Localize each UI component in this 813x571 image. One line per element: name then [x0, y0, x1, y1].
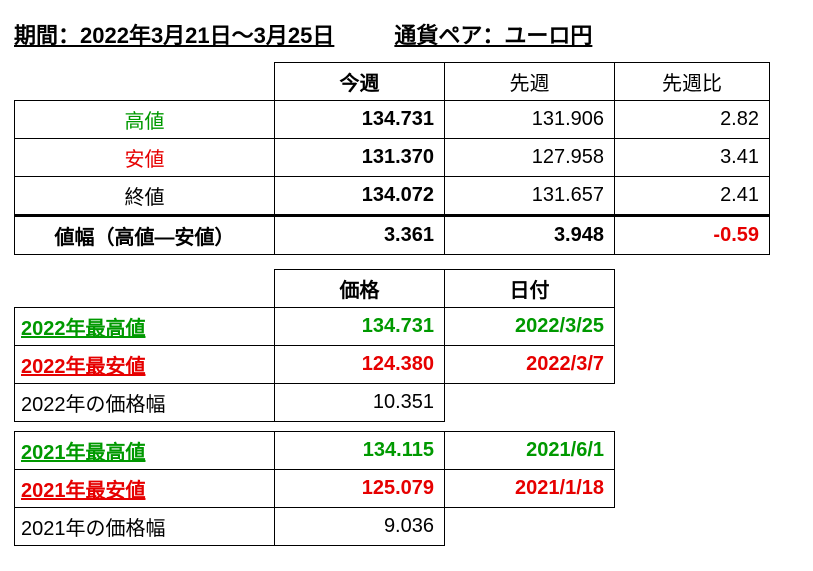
- period-label: 期間：2022年3月21日～3月25日: [14, 18, 334, 50]
- range-lastweek: 3.948: [445, 216, 615, 255]
- high-thisweek: 134.731: [275, 101, 445, 139]
- date-2021-low: 2021/1/18: [445, 470, 615, 508]
- row-low: 安値 131.370 127.958 3.41: [15, 139, 770, 177]
- label-range: 値幅（高値―安値）: [15, 216, 275, 255]
- price-2021-low: 125.079: [275, 470, 445, 508]
- label-2022-high: 2022年最高値: [15, 308, 275, 346]
- date-2022-high: 2022/3/25: [445, 308, 615, 346]
- price-2022-range: 10.351: [275, 384, 445, 422]
- date-2022-low: 2022/3/7: [445, 346, 615, 384]
- row-2022-low: 2022年最安値 124.380 2022/3/7: [15, 346, 615, 384]
- label-2022-low: 2022年最安値: [15, 346, 275, 384]
- label-low: 安値: [15, 139, 275, 177]
- hdr-price: 価格: [275, 270, 445, 308]
- range-diff: -0.59: [615, 216, 770, 255]
- yearly-table: 価格 日付 2022年最高値 134.731 2022/3/25 2022年最安…: [14, 269, 615, 546]
- close-diff: 2.41: [615, 177, 770, 216]
- label-2021-range: 2021年の価格幅: [15, 508, 275, 546]
- row-close: 終値 134.072 131.657 2.41: [15, 177, 770, 216]
- row-range: 値幅（高値―安値） 3.361 3.948 -0.59: [15, 216, 770, 255]
- row-high: 高値 134.731 131.906 2.82: [15, 101, 770, 139]
- range-thisweek: 3.361: [275, 216, 445, 255]
- close-lastweek: 131.657: [445, 177, 615, 216]
- low-thisweek: 131.370: [275, 139, 445, 177]
- high-diff: 2.82: [615, 101, 770, 139]
- header-row: 期間：2022年3月21日～3月25日 通貨ペア：ユーロ円: [14, 18, 799, 50]
- pair-label: 通貨ペア：ユーロ円: [394, 18, 592, 50]
- yearly-header-row: 価格 日付: [15, 270, 615, 308]
- price-2021-range: 9.036: [275, 508, 445, 546]
- row-2022-range: 2022年の価格幅 10.351: [15, 384, 615, 422]
- low-lastweek: 127.958: [445, 139, 615, 177]
- high-lastweek: 131.906: [445, 101, 615, 139]
- close-thisweek: 134.072: [275, 177, 445, 216]
- label-2022-range: 2022年の価格幅: [15, 384, 275, 422]
- date-2021-high: 2021/6/1: [445, 432, 615, 470]
- row-2022-high: 2022年最高値 134.731 2022/3/25: [15, 308, 615, 346]
- label-close: 終値: [15, 177, 275, 216]
- hdr-lastweek: 先週: [445, 63, 615, 101]
- hdr-date: 日付: [445, 270, 615, 308]
- low-diff: 3.41: [615, 139, 770, 177]
- label-2021-high: 2021年最高値: [15, 432, 275, 470]
- row-2021-range: 2021年の価格幅 9.036: [15, 508, 615, 546]
- price-2021-high: 134.115: [275, 432, 445, 470]
- weekly-header-row: 今週 先週 先週比: [15, 63, 770, 101]
- row-2021-low: 2021年最安値 125.079 2021/1/18: [15, 470, 615, 508]
- weekly-table: 今週 先週 先週比 高値 134.731 131.906 2.82 安値 131…: [14, 62, 770, 255]
- price-2022-low: 124.380: [275, 346, 445, 384]
- row-2021-high: 2021年最高値 134.115 2021/6/1: [15, 432, 615, 470]
- label-2021-low: 2021年最安値: [15, 470, 275, 508]
- hdr-diff: 先週比: [615, 63, 770, 101]
- label-high: 高値: [15, 101, 275, 139]
- price-2022-high: 134.731: [275, 308, 445, 346]
- hdr-thisweek: 今週: [275, 63, 445, 101]
